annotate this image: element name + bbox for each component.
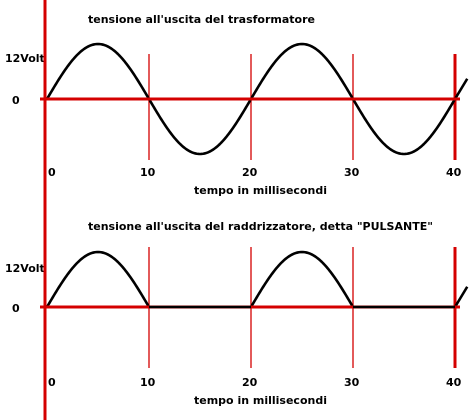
chart1-xtick-30: 30 bbox=[344, 166, 360, 179]
chart2-title: tensione all'uscita del raddrizzatore, d… bbox=[88, 220, 433, 233]
transformer-output-chart: tensione all'uscita del trasformatore 12… bbox=[5, 13, 469, 197]
chart1-xtick-0: 0 bbox=[48, 166, 56, 179]
chart1-xtick-10: 10 bbox=[140, 166, 156, 179]
rectifier-output-chart: tensione all'uscita del raddrizzatore, d… bbox=[5, 220, 469, 407]
chart2-xtick-40: 40 bbox=[446, 376, 462, 389]
chart1-title: tensione all'uscita del trasformatore bbox=[88, 13, 315, 26]
chart2-ytick-zero: 0 bbox=[12, 302, 20, 315]
chart1-xlabel: tempo in millisecondi bbox=[194, 184, 327, 197]
chart1-xtick-20: 20 bbox=[242, 166, 258, 179]
chart1-ytick-12volt: 12Volt bbox=[5, 52, 45, 65]
chart2-xtick-30: 30 bbox=[344, 376, 360, 389]
chart2-xtick-20: 20 bbox=[242, 376, 258, 389]
chart2-series-line bbox=[45, 250, 469, 309]
chart2-ytick-12volt: 12Volt bbox=[5, 262, 45, 275]
chart2-xtick-10: 10 bbox=[140, 376, 156, 389]
chart1-xtick-40: 40 bbox=[446, 166, 462, 179]
chart1-ytick-zero: 0 bbox=[12, 94, 20, 107]
chart2-xtick-0: 0 bbox=[48, 376, 56, 389]
chart2-xlabel: tempo in millisecondi bbox=[194, 394, 327, 407]
